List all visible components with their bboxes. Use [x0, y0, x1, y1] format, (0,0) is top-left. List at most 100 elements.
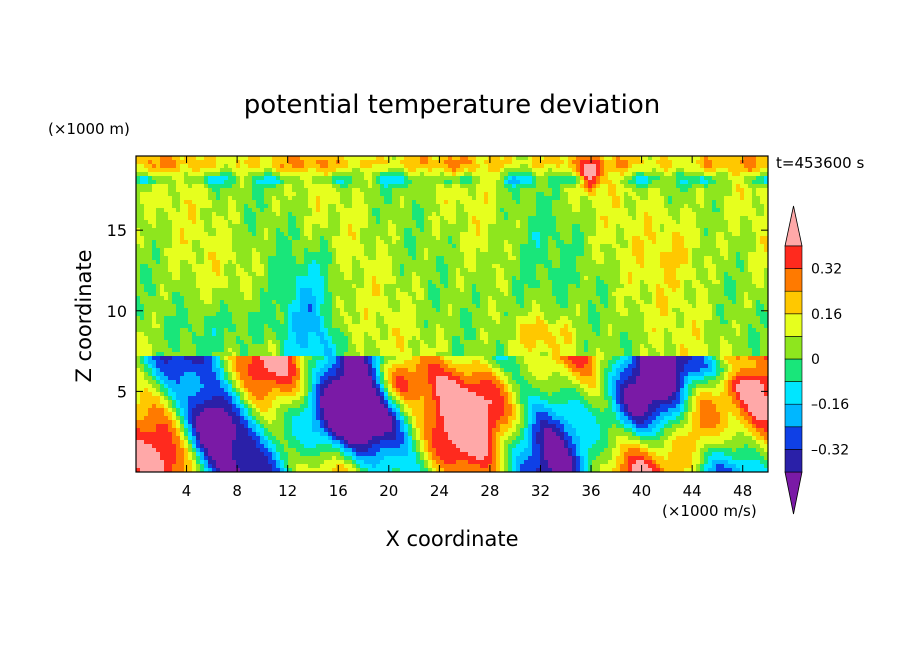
- heatmap-cell: [284, 216, 289, 221]
- heatmap-cell: [320, 208, 325, 213]
- heatmap-cell: [476, 228, 481, 233]
- heatmap-cell: [564, 176, 569, 181]
- heatmap-cell: [240, 264, 245, 269]
- heatmap-cell: [404, 264, 409, 269]
- heatmap-cell: [520, 244, 525, 249]
- heatmap-cell: [576, 168, 581, 173]
- heatmap-cell: [544, 268, 549, 273]
- heatmap-cell: [528, 244, 533, 249]
- heatmap-cell: [684, 196, 689, 201]
- heatmap-cell: [204, 276, 209, 281]
- heatmap-cell: [400, 256, 405, 261]
- heatmap-cell: [320, 192, 325, 197]
- heatmap-cell: [172, 192, 177, 197]
- heatmap-cell: [528, 204, 533, 209]
- heatmap-cell: [612, 192, 617, 197]
- heatmap-cell: [312, 240, 317, 245]
- heatmap-cell: [656, 260, 661, 265]
- heatmap-cell: [224, 232, 229, 237]
- heatmap-cell: [384, 168, 389, 173]
- heatmap-cell: [376, 248, 381, 253]
- heatmap-cell: [572, 196, 577, 201]
- heatmap-cell: [644, 164, 649, 169]
- heatmap-cell: [268, 224, 273, 229]
- heatmap-cell: [516, 200, 521, 205]
- heatmap-cell: [508, 220, 513, 225]
- heatmap-cell: [152, 252, 157, 257]
- heatmap-cell: [212, 160, 217, 165]
- heatmap-cell: [496, 228, 501, 233]
- heatmap-cell: [640, 168, 645, 173]
- heatmap-cell: [580, 204, 585, 209]
- heatmap-cell: [756, 256, 761, 261]
- heatmap-cell: [444, 280, 449, 285]
- heatmap-cell: [684, 160, 689, 165]
- heatmap-cell: [492, 200, 497, 205]
- heatmap-cell: [208, 224, 213, 229]
- heatmap-cell: [160, 268, 165, 273]
- heatmap-cell: [180, 240, 185, 245]
- heatmap-cell: [440, 264, 445, 269]
- heatmap-cell: [240, 248, 245, 253]
- heatmap-cell: [352, 268, 357, 273]
- heatmap-cell: [536, 156, 541, 161]
- heatmap-cell: [756, 244, 761, 249]
- heatmap-cell: [704, 184, 709, 189]
- heatmap-cell: [528, 268, 533, 273]
- heatmap-cell: [488, 224, 493, 229]
- heatmap-cell: [740, 228, 745, 233]
- heatmap-cell: [220, 172, 225, 177]
- heatmap-cell: [616, 260, 621, 265]
- heatmap-cell: [760, 256, 765, 261]
- heatmap-cell: [760, 236, 765, 241]
- heatmap-cell: [148, 252, 153, 257]
- heatmap-cell: [260, 216, 265, 221]
- heatmap-cell: [684, 220, 689, 225]
- heatmap-cell: [272, 188, 277, 193]
- heatmap-cell: [612, 172, 617, 177]
- heatmap-cell: [548, 204, 553, 209]
- heatmap-cell: [304, 184, 309, 189]
- heatmap-cell: [652, 184, 657, 189]
- heatmap-cell: [264, 240, 269, 245]
- heatmap-cell: [744, 200, 749, 205]
- heatmap-cell: [232, 220, 237, 225]
- heatmap-cell: [304, 276, 309, 281]
- heatmap-cell: [396, 244, 401, 249]
- heatmap-cell: [348, 200, 353, 205]
- heatmap-cell: [572, 164, 577, 169]
- heatmap-cell: [396, 168, 401, 173]
- heatmap-cell: [676, 272, 681, 277]
- heatmap-cell: [336, 260, 341, 265]
- heatmap-cell: [260, 232, 265, 237]
- heatmap-cell: [404, 196, 409, 201]
- heatmap-cell: [480, 184, 485, 189]
- heatmap-cell: [212, 260, 217, 265]
- heatmap-cell: [688, 244, 693, 249]
- heatmap-cell: [264, 196, 269, 201]
- heatmap-cell: [416, 208, 421, 213]
- heatmap-cell: [680, 172, 685, 177]
- heatmap-cell: [204, 192, 209, 197]
- heatmap-cell: [452, 228, 457, 233]
- heatmap-cell: [264, 156, 269, 161]
- heatmap-cell: [144, 192, 149, 197]
- heatmap-cell: [196, 164, 201, 169]
- heatmap-cell: [248, 232, 253, 237]
- heatmap-cell: [416, 164, 421, 169]
- heatmap-cell: [416, 244, 421, 249]
- heatmap-cell: [448, 216, 453, 221]
- heatmap-cell: [568, 192, 573, 197]
- heatmap-cell: [512, 232, 517, 237]
- heatmap-cell: [728, 244, 733, 249]
- heatmap-cell: [644, 180, 649, 185]
- heatmap-cell: [468, 256, 473, 261]
- heatmap-cell: [252, 212, 257, 217]
- heatmap-cell: [504, 272, 509, 277]
- heatmap-cell: [220, 176, 225, 181]
- heatmap-cell: [560, 200, 565, 205]
- heatmap-cell: [296, 272, 301, 277]
- heatmap-cell: [676, 172, 681, 177]
- heatmap-cell: [716, 212, 721, 217]
- heatmap-cell: [672, 188, 677, 193]
